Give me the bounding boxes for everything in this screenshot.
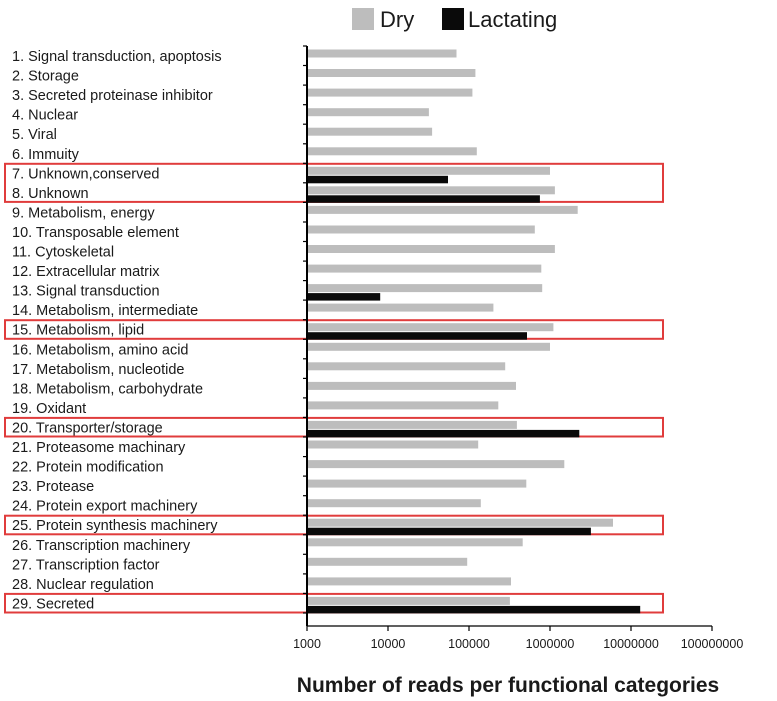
bar-dry	[307, 557, 468, 566]
bar-dry	[307, 538, 523, 547]
bar-lactating	[307, 175, 448, 184]
bar-dry	[307, 420, 517, 429]
legend: Dry Lactating	[352, 7, 557, 32]
bar-lactating	[307, 195, 540, 203]
bar-lactating	[307, 429, 580, 438]
category-label: 10. Transposable element	[12, 225, 179, 241]
bar-dry	[307, 108, 429, 117]
category-label: 29. Secreted	[12, 596, 94, 612]
x-tick-label: 100000	[448, 637, 490, 651]
category-label: 3. Secreted proteinase inhibitor	[12, 88, 213, 104]
category-label: 18. Metabolism, carbohydrate	[12, 381, 203, 397]
x-tick-label: 100000000	[681, 637, 744, 651]
bar-dry	[307, 225, 535, 234]
category-label: 15. Metabolism, lipid	[12, 323, 144, 339]
bar-lactating	[307, 527, 591, 536]
legend-label-lactating: Lactating	[468, 7, 557, 32]
category-label: 28. Nuclear regulation	[12, 577, 154, 593]
x-tick-label: 1000000	[526, 637, 575, 651]
category-label: 12. Extracellular matrix	[12, 264, 160, 280]
category-label: 8. Unknown	[12, 186, 89, 202]
bar-dry	[307, 479, 527, 488]
category-label: 2. Storage	[12, 69, 79, 85]
category-label: 25. Protein synthesis machinery	[12, 518, 218, 534]
category-label: 9. Metabolism, energy	[12, 205, 155, 221]
category-label: 13. Signal transduction	[12, 284, 160, 300]
category-label: 11. Cytoskeletal	[12, 245, 114, 261]
category-label: 1. Signal transduction, apoptosis	[12, 49, 222, 65]
bar-lactating	[307, 293, 381, 301]
category-label: 6. Immuity	[12, 147, 80, 163]
bar-dry	[307, 440, 479, 449]
bar-dry	[307, 127, 433, 136]
bar-dry	[307, 205, 578, 214]
category-label: 4. Nuclear	[12, 108, 78, 124]
bar-dry	[307, 596, 510, 605]
bar-dry	[307, 88, 473, 97]
bars	[307, 49, 641, 614]
category-label: 23. Protease	[12, 479, 94, 495]
bar-dry	[307, 518, 613, 527]
bar-dry	[307, 245, 555, 253]
x-axis-label: Number of reads per functional categorie…	[297, 674, 719, 697]
bar-dry	[307, 362, 506, 371]
x-tick-label: 1000	[293, 637, 321, 651]
category-label: 24. Protein export machinery	[12, 499, 198, 515]
bar-dry	[307, 303, 494, 312]
category-label: 17. Metabolism, nucleotide	[12, 362, 185, 378]
x-tick-label: 10000	[371, 637, 406, 651]
bar-dry	[307, 49, 457, 58]
category-label: 27. Transcription factor	[12, 557, 160, 573]
bar-dry	[307, 264, 542, 273]
bar-dry	[307, 460, 565, 469]
bar-dry	[307, 69, 476, 77]
category-label: 14. Metabolism, intermediate	[12, 303, 198, 319]
category-label: 16. Metabolism, amino acid	[12, 342, 189, 358]
bar-dry	[307, 401, 499, 410]
category-label: 7. Unknown,conserved	[12, 166, 160, 182]
bar-dry	[307, 381, 516, 390]
category-label: 21. Proteasome machinary	[12, 440, 186, 456]
category-label: 5. Viral	[12, 127, 57, 143]
legend-swatch-lactating	[442, 8, 464, 30]
category-label: 22. Protein modification	[12, 460, 164, 476]
bar-dry	[307, 499, 481, 508]
category-label: 26. Transcription machinery	[12, 538, 191, 554]
bar-lactating	[307, 332, 527, 340]
legend-label-dry: Dry	[380, 7, 414, 32]
category-label: 20. Transporter/storage	[12, 420, 163, 436]
legend-swatch-dry	[352, 8, 374, 30]
bar-dry	[307, 166, 550, 175]
bar-dry	[307, 147, 477, 156]
bar-dry	[307, 284, 543, 293]
bar-dry	[307, 323, 554, 332]
category-label: 19. Oxidant	[12, 401, 86, 417]
bar-dry	[307, 186, 555, 195]
bar-dry	[307, 342, 550, 351]
bar-lactating	[307, 605, 641, 614]
bar-dry	[307, 577, 511, 586]
axes: 1000 10000 100000 1000000 10000000 100000000	[293, 45, 744, 651]
category-labels: 1. Signal transduction, apoptosis 2. Stor…	[12, 49, 222, 612]
x-tick-label: 10000000	[603, 637, 659, 651]
